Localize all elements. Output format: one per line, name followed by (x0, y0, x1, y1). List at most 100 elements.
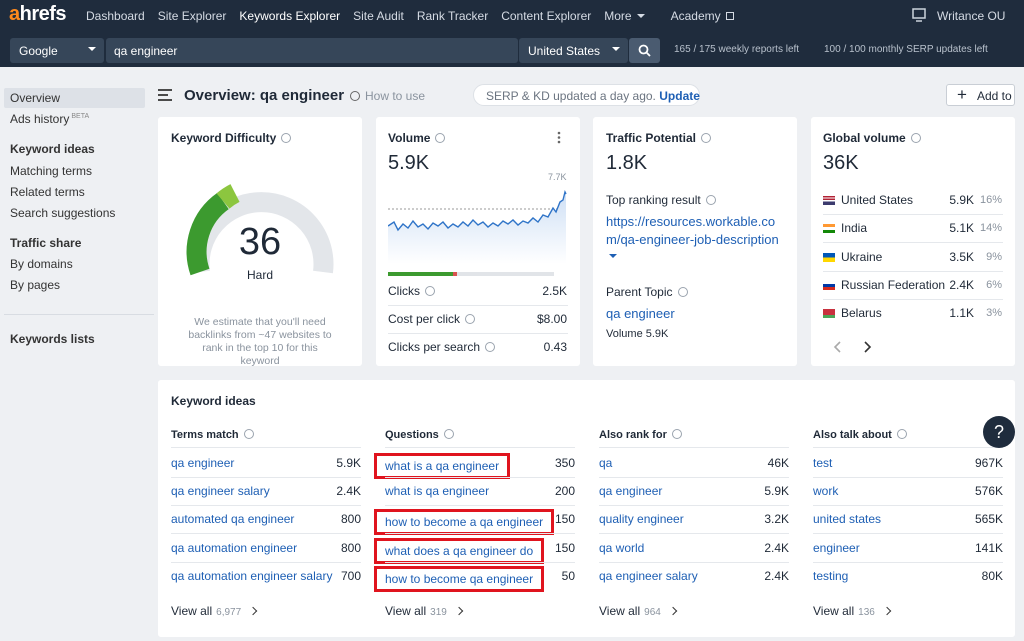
keyword-link[interactable]: testing (813, 569, 848, 583)
keyword-volume: 2.4K (764, 568, 789, 583)
help-icon (243, 429, 254, 439)
row-divider (599, 477, 789, 478)
sidebar-item[interactable]: Matching terms (4, 161, 145, 181)
search-button[interactable] (629, 38, 660, 63)
traffic-title: Traffic Potential (606, 131, 712, 145)
nav-item[interactable]: Dashboard (86, 9, 145, 23)
next[interactable] (864, 341, 872, 353)
sidebar-item[interactable]: Related terms (4, 182, 145, 202)
sidebar-heading: Keywords lists (4, 329, 145, 349)
nav-item[interactable]: Content Explorer (501, 9, 592, 23)
keyword-link[interactable]: qa engineer (171, 456, 234, 470)
country-name[interactable]: India (841, 221, 868, 236)
row-divider (385, 505, 575, 507)
keyword-volume: 565K (974, 512, 1003, 527)
nav-item[interactable]: Keywords Explorer (239, 9, 341, 23)
nav: Dashboard Site Explorer Keywords Explorer S… (86, 9, 734, 23)
engine-select[interactable]: Google (10, 38, 104, 63)
keyword-link[interactable]: qa engineer (599, 484, 662, 498)
keyword-link[interactable]: work (813, 484, 838, 498)
kd-title-text: Keyword Difficulty (171, 131, 277, 145)
keyword-link[interactable]: automated qa engineer (171, 512, 294, 526)
keyword-link[interactable]: engineer (813, 541, 860, 555)
keyword: qa engineer (599, 484, 663, 499)
keyword-link[interactable]: what is a qa engineer (373, 453, 511, 479)
row-divider (823, 214, 1003, 215)
view-all[interactable]: View all 136 (813, 604, 892, 618)
keyword: qa automation engineer salary (171, 568, 333, 583)
row-divider (813, 505, 1003, 507)
parent-topic[interactable]: qa engineer (606, 306, 675, 321)
how-to-use[interactable]: How to use (350, 89, 425, 103)
nav-item[interactable]: Rank Tracker (416, 9, 489, 23)
search-input[interactable]: qa engineer (106, 38, 518, 63)
country-name[interactable]: United States (841, 193, 914, 207)
row-divider (823, 242, 1003, 244)
keyword-link[interactable]: qa automation engineer (171, 541, 297, 555)
keyword-link[interactable]: what is qa engineer (385, 484, 489, 498)
column-divider (385, 447, 575, 448)
keyword-link[interactable]: united states (813, 512, 881, 526)
keyword-volume: 46K (767, 456, 789, 470)
help-icon (350, 91, 360, 101)
prev[interactable] (833, 341, 841, 353)
sidebar-label: Related terms (10, 185, 85, 199)
column-title: Also talk about (813, 429, 907, 441)
logo[interactable]: ahrefs (9, 3, 67, 25)
keyword-link[interactable]: qa (599, 456, 612, 470)
sidebar-item[interactable]: Search suggestions (4, 203, 145, 223)
nav-item[interactable]: Site Explorer (157, 9, 227, 23)
keyword-link[interactable]: how to become a qa engineer (373, 509, 555, 536)
keyword-volume: 50 (561, 568, 575, 583)
keyword-volume: 80K (981, 568, 1003, 583)
sidebar-item[interactable]: By pages (4, 275, 145, 295)
more-icon[interactable] (557, 131, 561, 144)
view-all[interactable]: View all 964 (599, 604, 678, 618)
keyword-link[interactable]: what does a qa engineer do (373, 537, 545, 564)
keyword-link[interactable]: qa engineer salary (599, 569, 698, 583)
country-name[interactable]: Ukraine (841, 249, 883, 264)
keyword-link[interactable]: qa automation engineer salary (171, 569, 332, 583)
volume-value: 5.9K (388, 152, 430, 174)
help-icon (677, 287, 688, 297)
menu-icon[interactable] (158, 89, 172, 101)
country-name[interactable]: Belarus (841, 306, 882, 321)
url-caret[interactable] (609, 254, 617, 262)
sidebar-label: Search suggestions (10, 206, 116, 220)
keyword-link[interactable]: test (813, 456, 832, 470)
keyword-link[interactable]: qa world (599, 541, 644, 555)
help-bubble[interactable]: ? (983, 416, 1015, 448)
view-all[interactable]: View all 6,977 (171, 604, 258, 618)
sidebar-item[interactable]: By domains (4, 254, 145, 274)
sidebar-item[interactable]: Overview (4, 88, 145, 108)
country-name[interactable]: Russian Federation (841, 277, 946, 292)
update-link[interactable]: Update (659, 89, 700, 103)
volume-sparkline (388, 189, 567, 264)
monitor-icon (912, 8, 926, 22)
account[interactable]: Writance OU (937, 9, 1006, 23)
country-share: 9% (986, 250, 1002, 263)
sidebar-heading: Traffic share (4, 233, 145, 253)
country-select[interactable]: United States (519, 38, 628, 63)
metric-value: 0.43 (543, 340, 567, 354)
query: qa engineer (114, 44, 178, 58)
nav-item[interactable]: More (604, 9, 645, 23)
keyword: qa automation engineer (171, 540, 298, 555)
add-to-button[interactable]: + Add to (946, 84, 1015, 106)
sidebar-label: By domains (10, 257, 73, 271)
nav-item[interactable]: Academy (671, 9, 734, 23)
sidebar-label: Traffic share (10, 236, 82, 250)
view-all-count: 6,977 (216, 607, 242, 618)
country-volume: 5.9K (949, 193, 974, 207)
keyword-link[interactable]: qa engineer salary (171, 484, 270, 498)
keyword-link[interactable]: quality engineer (599, 512, 684, 526)
nav-item[interactable]: Site Audit (353, 9, 404, 23)
sidebar-item[interactable]: Ads history BETA (4, 109, 145, 129)
view-all[interactable]: View all 319 (385, 604, 464, 618)
serp-left: 100 / 100 monthly SERP updates left (824, 44, 988, 55)
keyword-link[interactable]: how to become qa engineer (373, 565, 545, 592)
top-url[interactable]: https://resources.workable.com/qa-engine… (606, 214, 779, 247)
pager (833, 341, 872, 353)
keyword: what does a qa engineer do (373, 537, 545, 564)
keyword-volume: 800 (340, 540, 361, 555)
